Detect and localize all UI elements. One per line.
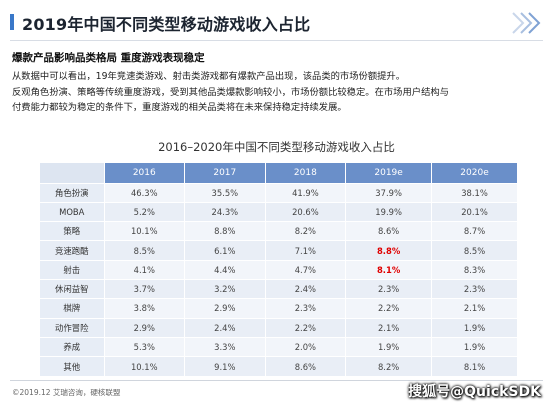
footer-divider <box>10 380 543 381</box>
table-cell: 8.7% <box>431 221 518 241</box>
table-cell: 8.3% <box>431 259 518 280</box>
revenue-share-table: 2016 2017 2018 2019e 2020e 角色扮演 46.3% 35… <box>40 163 518 376</box>
column-header: 2020e <box>431 163 518 183</box>
table-cell: 2.1% <box>431 298 518 319</box>
table-cell: 20.1% <box>431 201 518 222</box>
table-cell: 8.8% <box>184 221 266 241</box>
table-cell: 35.5% <box>184 182 266 203</box>
table-cell: 8.2% <box>345 356 433 376</box>
table-cell: 9.1% <box>184 356 266 376</box>
decorative-chevrons-icon <box>512 12 541 34</box>
table-row: 角色扮演 46.3% 35.5% 41.9% 37.9% 38.1% <box>40 182 518 203</box>
paragraph-line: 付费能力都较为稳定的条件下，重度游戏的相关品类将在未来保持稳定持续发展。 <box>12 102 347 113</box>
table-corner-cell <box>40 163 105 183</box>
table-cell: 2.4% <box>184 317 266 338</box>
table-cell: 2.3% <box>345 278 433 299</box>
table-cell: 4.7% <box>265 259 347 280</box>
table-cell: 2.2% <box>265 317 347 338</box>
table-row: 策略 10.1% 8.8% 8.2% 8.6% 8.7% <box>40 221 518 241</box>
table-cell: 38.1% <box>431 182 518 203</box>
column-header: 2017 <box>184 163 266 183</box>
table-cell: 8.5% <box>104 240 186 261</box>
header-divider <box>10 40 543 41</box>
highlighted-cell: 8.8% <box>345 240 433 261</box>
table-cell: 2.9% <box>104 317 186 338</box>
row-label: 射击 <box>40 259 105 280</box>
table-cell: 5.2% <box>104 201 186 222</box>
table-cell: 2.0% <box>265 336 347 357</box>
row-label: 策略 <box>40 221 105 241</box>
body-text: 从数据中可以看出，19年竞速类游戏、射击类游戏都有爆款产品出现，该品类的市场份额… <box>12 69 542 116</box>
table-cell: 8.6% <box>265 356 347 376</box>
table-cell: 24.3% <box>184 201 266 222</box>
table-row: 射击 4.1% 4.4% 4.7% 8.1% 8.3% <box>40 259 518 280</box>
table-cell: 8.5% <box>431 240 518 261</box>
row-label: 动作冒险 <box>40 317 105 338</box>
table-cell: 8.6% <box>345 221 433 241</box>
table-title: 2016–2020年中国不同类型移动游戏收入占比 <box>158 140 395 154</box>
table-cell: 2.3% <box>265 298 347 319</box>
table-cell: 10.1% <box>104 356 186 376</box>
table-header-row: 2016 2017 2018 2019e 2020e <box>40 163 518 183</box>
section-subtitle: 爆款产品影响品类格局 重度游戏表现稳定 <box>12 52 205 64</box>
header-bar: 2019年中国不同类型移动游戏收入占比 <box>0 0 553 42</box>
column-header: 2016 <box>104 163 186 183</box>
row-label: 棋牌 <box>40 298 105 319</box>
table-cell: 2.4% <box>265 278 347 299</box>
table-row: 其他 10.1% 9.1% 8.6% 8.2% 8.1% <box>40 356 518 376</box>
table-cell: 7.1% <box>265 240 347 261</box>
table-row: MOBA 5.2% 24.3% 20.6% 19.9% 20.1% <box>40 201 518 222</box>
table-cell: 4.1% <box>104 259 186 280</box>
table-cell: 37.9% <box>345 182 433 203</box>
row-label: 其他 <box>40 356 105 376</box>
page-title: 2019年中国不同类型移动游戏收入占比 <box>22 15 311 34</box>
paragraph-line: 反观角色扮演、策略等传统重度游戏，受到其他品类爆款影响较小，市场份额比较稳定。在… <box>12 86 449 98</box>
source-note: ©2019.12 艾瑞咨询，硬核联盟 <box>12 388 121 397</box>
row-label: MOBA <box>40 201 105 222</box>
table-cell: 1.9% <box>431 317 518 338</box>
row-label: 角色扮演 <box>40 182 105 203</box>
table-cell: 20.6% <box>265 201 347 222</box>
row-label: 竞速跑酷 <box>40 240 105 261</box>
table-cell: 1.9% <box>431 336 518 357</box>
table-cell: 2.1% <box>345 317 433 338</box>
header-accent-bar <box>10 14 14 30</box>
table-cell: 3.7% <box>104 278 186 299</box>
table-row: 棋牌 3.8% 2.9% 2.3% 2.2% 2.1% <box>40 298 518 319</box>
column-header: 2019e <box>345 163 433 183</box>
table-cell: 8.2% <box>265 221 347 241</box>
highlighted-cell: 8.1% <box>345 259 433 280</box>
table-cell: 1.9% <box>345 336 433 357</box>
row-label: 养成 <box>40 336 105 357</box>
watermark: 搜狐号@QuickSDK <box>408 384 541 400</box>
column-header: 2018 <box>265 163 347 183</box>
row-label: 休闲益智 <box>40 278 105 299</box>
table-cell: 46.3% <box>104 182 186 203</box>
table-row: 休闲益智 3.7% 3.2% 2.4% 2.3% 2.3% <box>40 278 518 299</box>
table-cell: 3.8% <box>104 298 186 319</box>
table-cell: 3.3% <box>184 336 266 357</box>
table-row: 竞速跑酷 8.5% 6.1% 7.1% 8.8% 8.5% <box>40 240 518 261</box>
paragraph-line: 从数据中可以看出，19年竞速类游戏、射击类游戏都有爆款产品出现，该品类的市场份额… <box>12 71 406 82</box>
table-cell: 41.9% <box>265 182 347 203</box>
table-cell: 19.9% <box>345 201 433 222</box>
table-row: 养成 5.3% 3.3% 2.0% 1.9% 1.9% <box>40 336 518 357</box>
table-cell: 2.2% <box>345 298 433 319</box>
table-cell: 3.2% <box>184 278 266 299</box>
table-cell: 6.1% <box>184 240 266 261</box>
table-cell: 10.1% <box>104 221 186 241</box>
table-cell: 4.4% <box>184 259 266 280</box>
table-cell: 2.9% <box>184 298 266 319</box>
table-cell: 5.3% <box>104 336 186 357</box>
table-row: 动作冒险 2.9% 2.4% 2.2% 2.1% 1.9% <box>40 317 518 338</box>
table-cell: 8.1% <box>431 356 518 376</box>
table-cell: 2.3% <box>431 278 518 299</box>
